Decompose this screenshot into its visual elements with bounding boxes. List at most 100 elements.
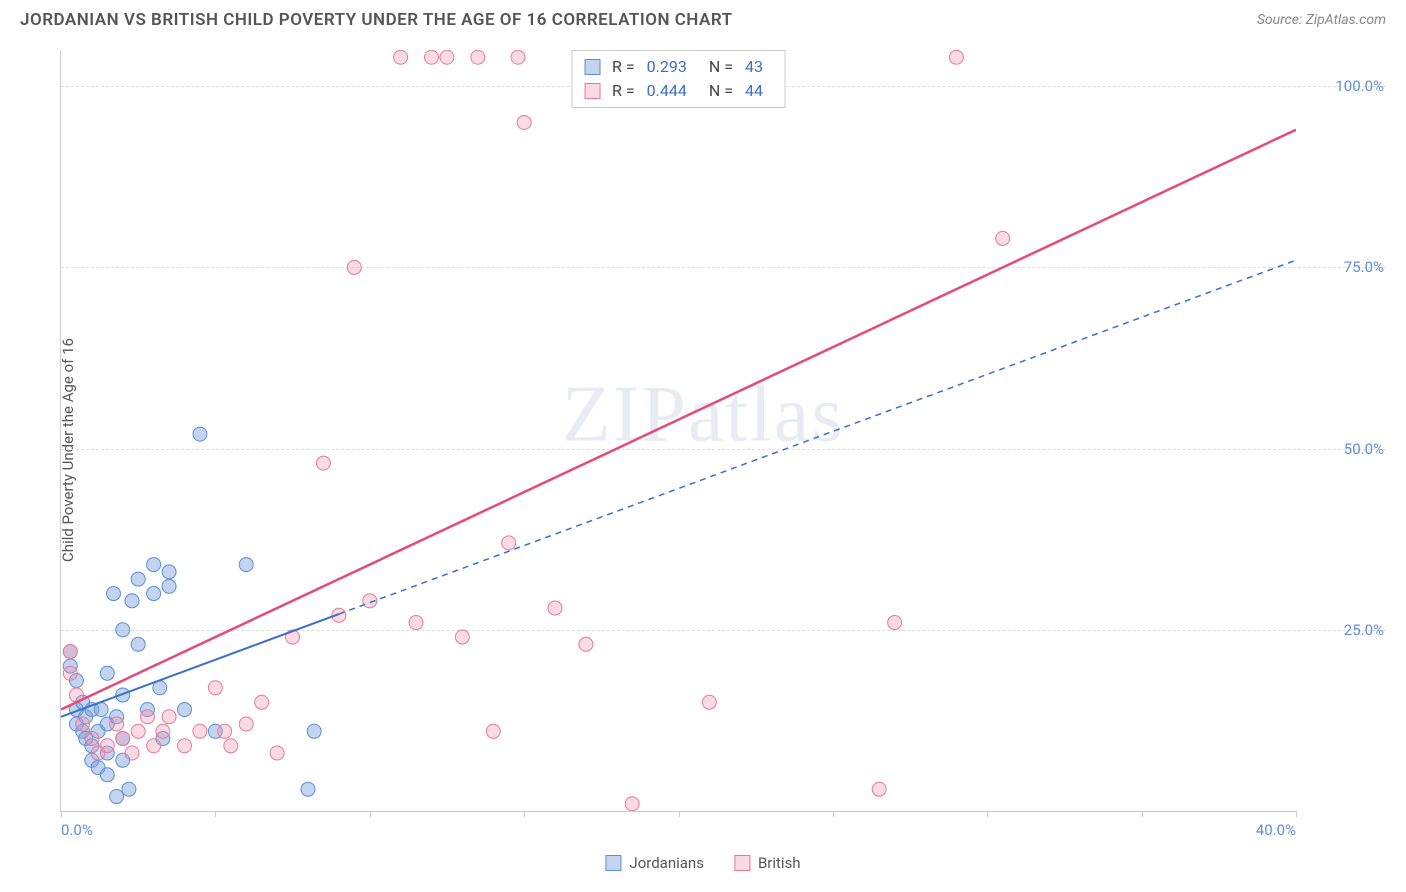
n-label: N =	[709, 79, 733, 103]
data-point	[116, 623, 130, 637]
x-tick	[1142, 811, 1143, 817]
data-point	[140, 710, 154, 724]
data-point	[301, 782, 315, 796]
data-point	[85, 732, 99, 746]
swatch-jordanians	[584, 59, 600, 75]
data-point	[455, 630, 469, 644]
swatch-jordanians	[605, 855, 621, 871]
data-point	[307, 724, 321, 738]
chart-title: JORDANIAN VS BRITISH CHILD POVERTY UNDER…	[20, 10, 733, 30]
scatter-plot: ZIPatlas R = 0.293 N = 43 R = 0.444 N = …	[60, 50, 1296, 812]
data-point	[178, 739, 192, 753]
n-value-jordanians: 43	[745, 55, 763, 79]
data-point	[517, 115, 531, 129]
data-point	[125, 746, 139, 760]
data-point	[116, 732, 130, 746]
data-point	[100, 739, 114, 753]
data-point	[872, 782, 886, 796]
y-tick-label: 25.0%	[1304, 621, 1384, 639]
data-point	[224, 739, 238, 753]
data-point	[255, 695, 269, 709]
stats-row-jordanians: R = 0.293 N = 43	[584, 55, 773, 79]
data-point	[147, 558, 161, 572]
source-attribution: Source: ZipAtlas.com	[1257, 12, 1386, 28]
data-point	[131, 572, 145, 586]
x-tick-label: 40.0%	[1256, 821, 1296, 839]
data-point	[502, 536, 516, 550]
data-point	[110, 717, 124, 731]
n-label: N =	[709, 55, 733, 79]
data-point	[218, 724, 232, 738]
data-point	[131, 724, 145, 738]
data-point	[579, 637, 593, 651]
r-label: R =	[612, 55, 635, 79]
swatch-british	[584, 83, 600, 99]
data-point	[208, 681, 222, 695]
data-point	[193, 724, 207, 738]
x-tick	[987, 811, 988, 817]
data-point	[162, 565, 176, 579]
data-point	[316, 456, 330, 470]
data-point	[178, 703, 192, 717]
data-point	[76, 717, 90, 731]
r-value-british: 0.444	[647, 79, 687, 103]
data-point	[100, 768, 114, 782]
n-value-british: 44	[745, 79, 763, 103]
data-point	[270, 746, 284, 760]
x-tick	[370, 811, 371, 817]
trend-line-jordanians-dashed	[339, 260, 1296, 614]
data-point	[394, 50, 408, 64]
data-point	[193, 427, 207, 441]
data-point	[888, 616, 902, 630]
data-point	[425, 50, 439, 64]
y-tick-label: 75.0%	[1304, 258, 1384, 276]
data-point	[625, 797, 639, 811]
data-point	[147, 739, 161, 753]
x-tick	[1296, 811, 1297, 817]
stats-row-british: R = 0.444 N = 44	[584, 79, 773, 103]
stats-legend-box: R = 0.293 N = 43 R = 0.444 N = 44	[571, 50, 786, 108]
data-point	[702, 695, 716, 709]
y-tick-label: 100.0%	[1304, 77, 1384, 95]
data-point	[125, 594, 139, 608]
data-point	[239, 558, 253, 572]
data-point	[511, 50, 525, 64]
data-point	[949, 50, 963, 64]
data-point	[106, 587, 120, 601]
x-tick	[524, 811, 525, 817]
data-point	[162, 579, 176, 593]
r-label: R =	[612, 79, 635, 103]
trend-line-jordanians-solid	[61, 614, 339, 717]
swatch-british	[734, 855, 750, 871]
data-point	[548, 601, 562, 615]
x-tick	[679, 811, 680, 817]
legend-item-british: British	[734, 854, 801, 872]
data-point	[110, 789, 124, 803]
data-point	[147, 587, 161, 601]
r-value-jordanians: 0.293	[647, 55, 687, 79]
data-point	[471, 50, 485, 64]
data-point	[440, 50, 454, 64]
data-point	[131, 637, 145, 651]
legend-label-jordanians: Jordanians	[629, 854, 704, 872]
x-tick-label: 0.0%	[61, 821, 93, 839]
legend-label-british: British	[758, 854, 801, 872]
chart-area: Child Poverty Under the Age of 16 ZIPatl…	[50, 50, 1386, 832]
data-point	[996, 231, 1010, 245]
data-point	[100, 666, 114, 680]
data-point	[486, 724, 500, 738]
x-tick	[61, 811, 62, 817]
data-point	[409, 616, 423, 630]
data-point	[156, 724, 170, 738]
data-point	[122, 782, 136, 796]
data-point	[63, 666, 77, 680]
data-point	[162, 710, 176, 724]
data-point	[239, 717, 253, 731]
legend-item-jordanians: Jordanians	[605, 854, 704, 872]
data-point	[63, 645, 77, 659]
y-tick-label: 50.0%	[1304, 440, 1384, 458]
data-point	[347, 260, 361, 274]
x-tick	[833, 811, 834, 817]
x-tick	[215, 811, 216, 817]
bottom-legend: Jordanians British	[605, 854, 800, 872]
